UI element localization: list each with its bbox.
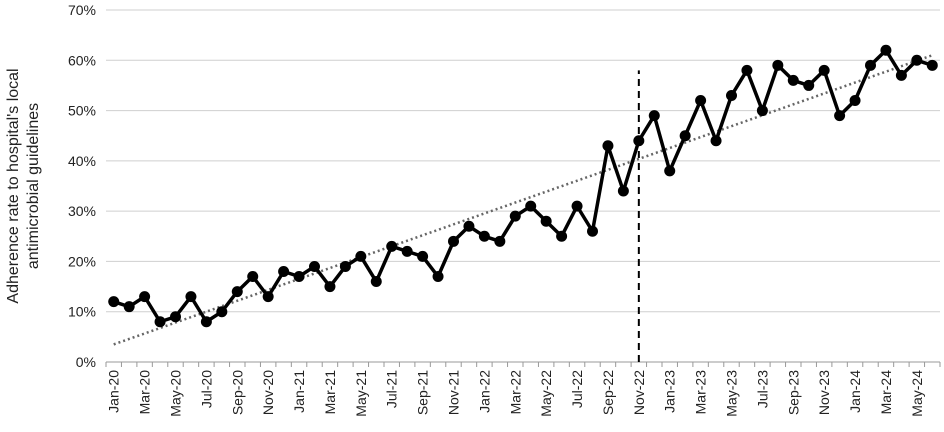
- point: [370, 276, 382, 288]
- x-tick-label: Jan-21: [291, 370, 307, 413]
- y-tick-label: 10%: [68, 304, 96, 320]
- point: [741, 64, 753, 76]
- point: [401, 245, 413, 257]
- point: [849, 95, 861, 107]
- y-tick-label: 40%: [68, 153, 96, 169]
- x-tick-label: Jan-24: [847, 370, 863, 413]
- x-tick-label: Nov-21: [446, 370, 462, 415]
- x-tick-label: Jan-22: [476, 370, 492, 413]
- point: [386, 240, 398, 252]
- trend-line: [113, 54, 933, 346]
- point: [648, 110, 660, 122]
- x-tick-label: Mar-22: [507, 370, 523, 415]
- point: [617, 185, 629, 197]
- y-tick-label: 70%: [68, 2, 96, 18]
- y-tick-label: 60%: [68, 52, 96, 68]
- x-tick-label: Nov-20: [260, 370, 276, 415]
- point: [787, 74, 799, 86]
- point: [494, 235, 506, 247]
- y-tick-label: 20%: [68, 253, 96, 269]
- point: [926, 59, 938, 71]
- point: [880, 44, 892, 56]
- point: [710, 135, 722, 147]
- point: [432, 271, 444, 283]
- point: [865, 59, 876, 71]
- point: [324, 281, 336, 293]
- point: [231, 286, 243, 298]
- x-tick-label: Mar-23: [693, 370, 709, 415]
- y-tick-label: 30%: [68, 203, 96, 219]
- point: [417, 250, 429, 262]
- x-tick-label: Jul-22: [569, 370, 585, 408]
- point: [309, 260, 320, 272]
- point: [911, 54, 923, 66]
- point: [170, 311, 181, 323]
- point: [726, 89, 737, 101]
- point: [756, 105, 768, 117]
- point: [834, 110, 846, 122]
- point: [154, 316, 166, 328]
- point: [664, 165, 676, 177]
- point: [123, 301, 135, 313]
- point: [695, 95, 707, 107]
- x-tick-label: May-20: [168, 370, 184, 417]
- x-tick-label: Nov-22: [631, 370, 647, 415]
- series-line: [113, 48, 933, 324]
- x-tick-label: May-22: [538, 370, 554, 417]
- x-tick-label: Nov-23: [816, 370, 832, 415]
- point: [556, 230, 568, 242]
- point: [463, 220, 475, 232]
- point: [679, 130, 691, 142]
- x-tick-label: Sep-22: [600, 370, 616, 415]
- x-tick-label: Jan-20: [106, 370, 122, 413]
- point: [355, 250, 367, 262]
- point: [262, 291, 274, 303]
- point: [509, 210, 521, 222]
- point: [278, 265, 290, 277]
- x-tick-label: Mar-21: [322, 370, 338, 415]
- point: [803, 79, 815, 91]
- x-tick-label: Mar-20: [137, 370, 153, 415]
- y-axis-label: antimicrobial guidelines: [25, 103, 42, 269]
- point: [139, 291, 151, 303]
- x-tick-label: Sep-20: [229, 370, 245, 415]
- x-tick-label: Jul-20: [198, 370, 214, 408]
- point: [200, 316, 212, 328]
- point: [478, 230, 490, 242]
- point: [216, 306, 228, 318]
- x-tick-label: May-21: [353, 370, 369, 417]
- x-tick-label: Jul-23: [754, 370, 770, 408]
- x-tick-label: May-23: [724, 370, 740, 417]
- point: [108, 296, 120, 308]
- x-tick-label: Sep-21: [415, 370, 431, 415]
- x-tick-label: Sep-23: [785, 370, 801, 415]
- point: [448, 235, 459, 247]
- point: [540, 215, 552, 227]
- point: [633, 135, 645, 147]
- point: [772, 59, 784, 71]
- point: [247, 271, 259, 283]
- x-tick-label: Jul-21: [384, 370, 400, 408]
- y-axis-label: Adherence rate to hospital's local: [5, 68, 22, 303]
- point: [339, 260, 351, 272]
- point: [895, 69, 907, 81]
- point: [818, 64, 830, 76]
- point: [185, 291, 197, 303]
- point: [571, 200, 583, 212]
- y-tick-label: 50%: [68, 103, 96, 119]
- x-tick-label: Mar-24: [878, 370, 894, 415]
- point: [293, 271, 305, 283]
- point: [525, 200, 537, 212]
- x-tick-label: May-24: [909, 370, 925, 417]
- point: [602, 140, 614, 152]
- y-tick-label: 0%: [76, 354, 96, 370]
- x-tick-label: Jan-23: [662, 370, 678, 413]
- point: [587, 225, 598, 237]
